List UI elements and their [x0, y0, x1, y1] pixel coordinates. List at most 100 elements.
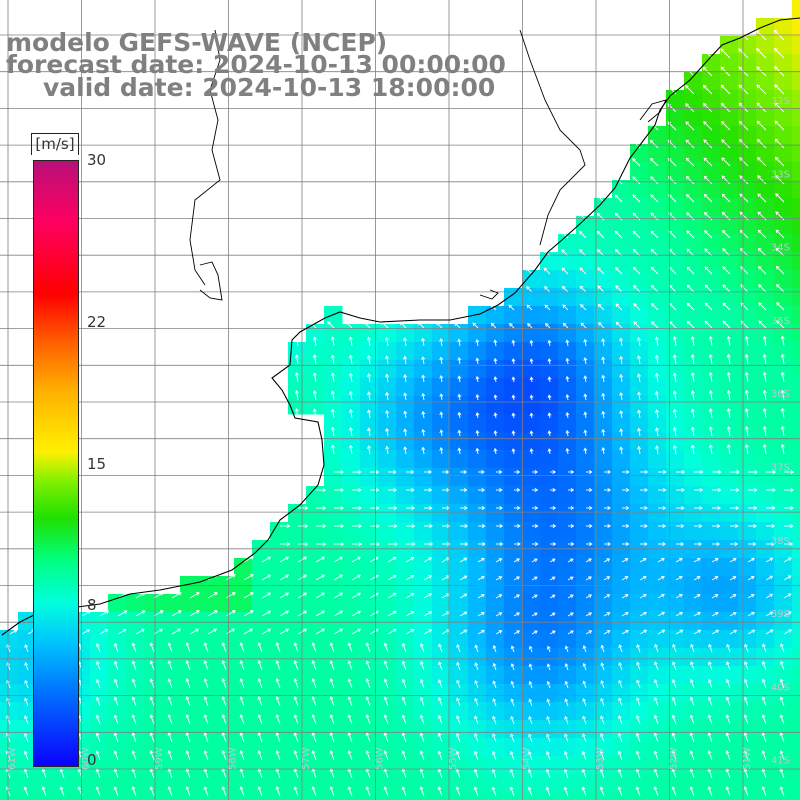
- speed-cell: [468, 666, 487, 685]
- speed-cell: [558, 396, 577, 415]
- wind-arrow: [511, 394, 516, 401]
- wind-arrow: [421, 446, 426, 455]
- wind-arrow: [544, 286, 551, 293]
- speed-cell: [720, 774, 739, 793]
- speed-cell: [216, 720, 235, 739]
- speed-cell: [378, 684, 397, 703]
- speed-cell: [774, 180, 793, 199]
- speed-cell: [504, 702, 523, 721]
- wind-arrow: [725, 678, 731, 689]
- wind-arrow: [685, 193, 695, 203]
- speed-cell: [702, 234, 721, 253]
- wind-arrow: [492, 644, 497, 653]
- lon-label: 54W: [522, 747, 533, 770]
- speed-cell: [180, 756, 199, 775]
- wind-arrow: [708, 371, 713, 383]
- speed-cell: [666, 630, 685, 649]
- speed-cell: [684, 180, 703, 199]
- speed-cell: [594, 630, 613, 649]
- speed-cell: [576, 486, 595, 505]
- wind-arrow: [424, 506, 433, 510]
- wind-arrow: [744, 407, 749, 419]
- speed-cell: [432, 396, 451, 415]
- wind-arrow: [726, 444, 731, 455]
- speed-cell: [396, 684, 415, 703]
- wind-arrow: [510, 715, 515, 725]
- wind-arrow: [744, 371, 749, 383]
- speed-cell: [630, 450, 649, 469]
- wind-arrow: [493, 430, 498, 437]
- colorbar-tick-label: 0: [87, 751, 97, 769]
- wind-arrow: [459, 611, 468, 617]
- speed-cell: [450, 342, 469, 361]
- speed-cell: [270, 522, 289, 541]
- wind-arrow: [312, 372, 317, 383]
- speed-cell: [666, 720, 685, 739]
- wind-arrow: [614, 230, 623, 239]
- wind-arrow: [618, 644, 623, 653]
- wind-arrow: [370, 524, 380, 528]
- speed-cell: [612, 594, 631, 613]
- speed-cell: [702, 288, 721, 307]
- wind-arrow: [477, 611, 485, 617]
- speed-cell: [414, 396, 433, 415]
- speed-cell: [486, 540, 505, 559]
- wind-arrow: [775, 193, 785, 203]
- wind-arrow: [765, 593, 774, 599]
- wind-arrow: [113, 678, 119, 689]
- speed-cell: [18, 756, 37, 775]
- speed-cell: [648, 378, 667, 397]
- speed-cell: [450, 720, 469, 739]
- speed-cell: [360, 522, 379, 541]
- lat-label: 35S: [771, 316, 790, 327]
- speed-cell: [432, 738, 451, 757]
- wind-arrow: [403, 374, 408, 383]
- speed-cell: [108, 684, 127, 703]
- speed-cell: [414, 486, 433, 505]
- speed-cell: [432, 432, 451, 451]
- speed-cell: [324, 594, 343, 613]
- speed-cell: [702, 162, 721, 181]
- wind-arrow: [495, 612, 503, 617]
- wind-arrow: [744, 643, 749, 653]
- wind-arrow: [478, 470, 485, 474]
- speed-cell: [108, 756, 127, 775]
- wind-arrow: [474, 715, 479, 725]
- wind-arrow: [457, 429, 462, 437]
- wind-arrow: [421, 392, 426, 401]
- wind-arrow: [618, 662, 623, 671]
- speed-cell: [648, 666, 667, 685]
- speed-cell: [324, 702, 343, 721]
- speed-cell: [756, 288, 775, 307]
- speed-cell: [648, 468, 667, 487]
- speed-cell: [18, 684, 37, 703]
- speed-cell: [738, 486, 757, 505]
- wind-arrow: [639, 629, 648, 635]
- speed-cell: [612, 342, 631, 361]
- speed-cell: [774, 486, 793, 505]
- wind-arrow: [744, 335, 749, 347]
- speed-cell: [720, 702, 739, 721]
- speed-cell: [198, 792, 217, 800]
- speed-cell: [684, 216, 703, 235]
- speed-cell: [648, 792, 667, 800]
- wind-arrow: [761, 732, 767, 743]
- wind-arrow: [243, 556, 254, 563]
- speed-cell: [162, 630, 181, 649]
- wind-arrow: [708, 353, 713, 365]
- wind-arrow: [203, 750, 209, 761]
- speed-cell: [684, 144, 703, 163]
- wind-arrow: [655, 427, 659, 437]
- speed-cell: [306, 504, 325, 523]
- speed-cell: [378, 558, 397, 577]
- speed-cell: [252, 702, 271, 721]
- wind-arrow: [95, 714, 101, 725]
- speed-cell: [630, 180, 649, 199]
- wind-arrow: [275, 660, 281, 671]
- wind-arrow: [694, 524, 703, 528]
- wind-arrow: [775, 247, 785, 257]
- wind-arrow: [293, 750, 299, 761]
- wind-arrow: [654, 372, 659, 383]
- speed-cell: [432, 360, 451, 379]
